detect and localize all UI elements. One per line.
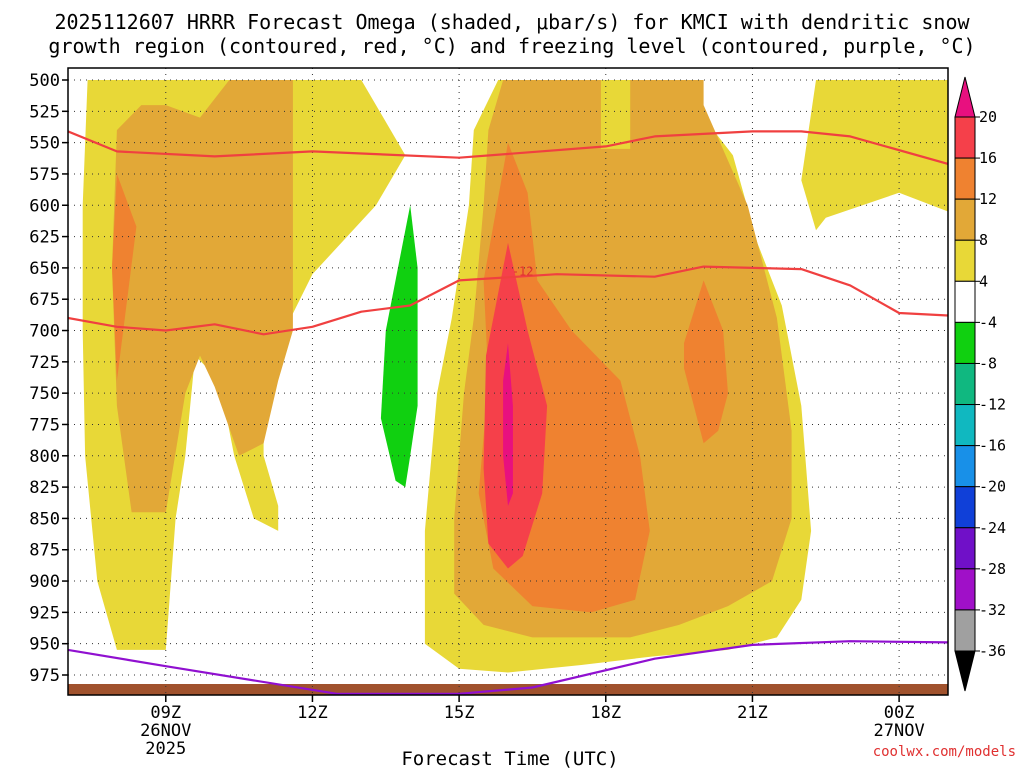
y-tick-label-850: 850 — [29, 509, 60, 529]
colorbar-box-3 — [954, 198, 976, 241]
x-tick-label-00Z: 00Z — [884, 703, 915, 723]
colorbar-label-12: 12 — [979, 190, 997, 208]
colorbar-label--8: -8 — [979, 354, 997, 372]
dgz-lower-line — [68, 265, 948, 336]
omega-region-12-660 — [684, 280, 728, 444]
colorbar-bottom-arrow — [954, 650, 976, 692]
y-tick-label-875: 875 — [29, 541, 60, 561]
colorbar-label--20: -20 — [979, 478, 1006, 496]
y-tick-label-650: 650 — [29, 259, 60, 279]
y-tick-label-775: 775 — [29, 415, 60, 435]
x-tick-label-12Z: 12Z — [297, 703, 328, 723]
colorbar-box-6 — [954, 321, 976, 364]
y-tick-label-700: 700 — [29, 322, 60, 342]
freezing-level-line — [68, 640, 948, 695]
plot-area: -12 — [67, 67, 949, 696]
y-tick-label-550: 550 — [29, 134, 60, 154]
x-tick-label-18Z: 18Z — [590, 703, 621, 723]
colorbar-label--24: -24 — [979, 519, 1006, 537]
colorbar-box-5 — [954, 280, 976, 323]
y-tick-label-950: 950 — [29, 635, 60, 655]
colorbar-label-20: 20 — [979, 108, 997, 126]
colorbar-box-7 — [954, 362, 976, 406]
chart-title-line2: growth region (contoured, red, °C) and f… — [48, 34, 975, 58]
colorbar-label--36: -36 — [979, 642, 1006, 660]
colorbar-label--28: -28 — [979, 560, 1006, 578]
x-tick-label-15Z: 15Z — [444, 703, 475, 723]
y-tick-label-525: 525 — [29, 102, 60, 122]
colorbar-label--4: -4 — [979, 313, 997, 331]
x-axis-label: Forecast Time (UTC) — [401, 748, 618, 768]
colorbar-label-16: 16 — [979, 149, 997, 167]
colorbar-box-2 — [954, 157, 976, 200]
omega-region-16-630 — [483, 242, 548, 569]
omega-region-20-710 — [503, 343, 513, 506]
plot-content: -12 — [68, 68, 948, 695]
colorbar-box-10 — [954, 486, 976, 529]
dgz-upper-line — [68, 130, 948, 165]
colorbar-label-4: 4 — [979, 272, 988, 290]
omega-region-8-500 — [107, 80, 293, 513]
dgz-label: -12 — [512, 265, 534, 279]
colorbar: 20 16 12 8 4 -4 -8 -12 -16 -20 -24 -28 -32 -36 — [954, 76, 1006, 692]
colorbar-label--12: -12 — [979, 396, 1006, 414]
y-tick-label-800: 800 — [29, 447, 60, 467]
colorbar-label--32: -32 — [979, 601, 1006, 619]
y-tick-label-575: 575 — [29, 165, 60, 185]
y-tick-label-925: 925 — [29, 603, 60, 623]
x-tick-label-09Z: 09Z — [150, 703, 181, 723]
colorbar-label--16: -16 — [979, 437, 1006, 455]
y-tick-label-600: 600 — [29, 196, 60, 216]
colorbar-box-12 — [954, 568, 976, 611]
y-tick-label-725: 725 — [29, 353, 60, 373]
y-tick-label-625: 625 — [29, 228, 60, 248]
colorbar-box-11 — [954, 527, 976, 570]
colorbar-box-9 — [954, 445, 976, 488]
y-tick-label-975: 975 — [29, 666, 60, 686]
y-tick-label-900: 900 — [29, 572, 60, 592]
credit-text: coolwx.com/models — [873, 744, 1016, 760]
colorbar-box-8 — [954, 404, 976, 447]
colorbar-box-13 — [954, 609, 976, 652]
x-tick-year-09Z: 2025 — [145, 739, 186, 759]
y-tick-label-675: 675 — [29, 290, 60, 310]
omega-region-4-500 — [801, 80, 948, 231]
chart-title-line1: 2025112607 HRRR Forecast Omega (shaded, … — [54, 10, 970, 34]
colorbar-box-1 — [954, 116, 976, 159]
colorbar-label-8: 8 — [979, 231, 988, 249]
x-tick-label-21Z: 21Z — [737, 703, 768, 723]
colorbar-top-arrow — [954, 76, 976, 118]
y-axis: 500 525 550 575 600 625 650 675 700 725 750 775 800 8… — [29, 71, 68, 686]
y-tick-label-750: 750 — [29, 384, 60, 404]
omega-region--4-600 — [380, 205, 418, 488]
omega-region-4-500 — [938, 80, 948, 212]
omega-region-12-575 — [112, 173, 137, 381]
x-tick-date-09Z: 26NOV — [140, 721, 191, 741]
plot-frame — [67, 67, 949, 696]
x-tick-date-00Z: 27NOV — [874, 721, 925, 741]
y-tick-label-500: 500 — [29, 71, 60, 91]
colorbar-box-4 — [954, 239, 976, 282]
y-tick-label-825: 825 — [29, 478, 60, 498]
